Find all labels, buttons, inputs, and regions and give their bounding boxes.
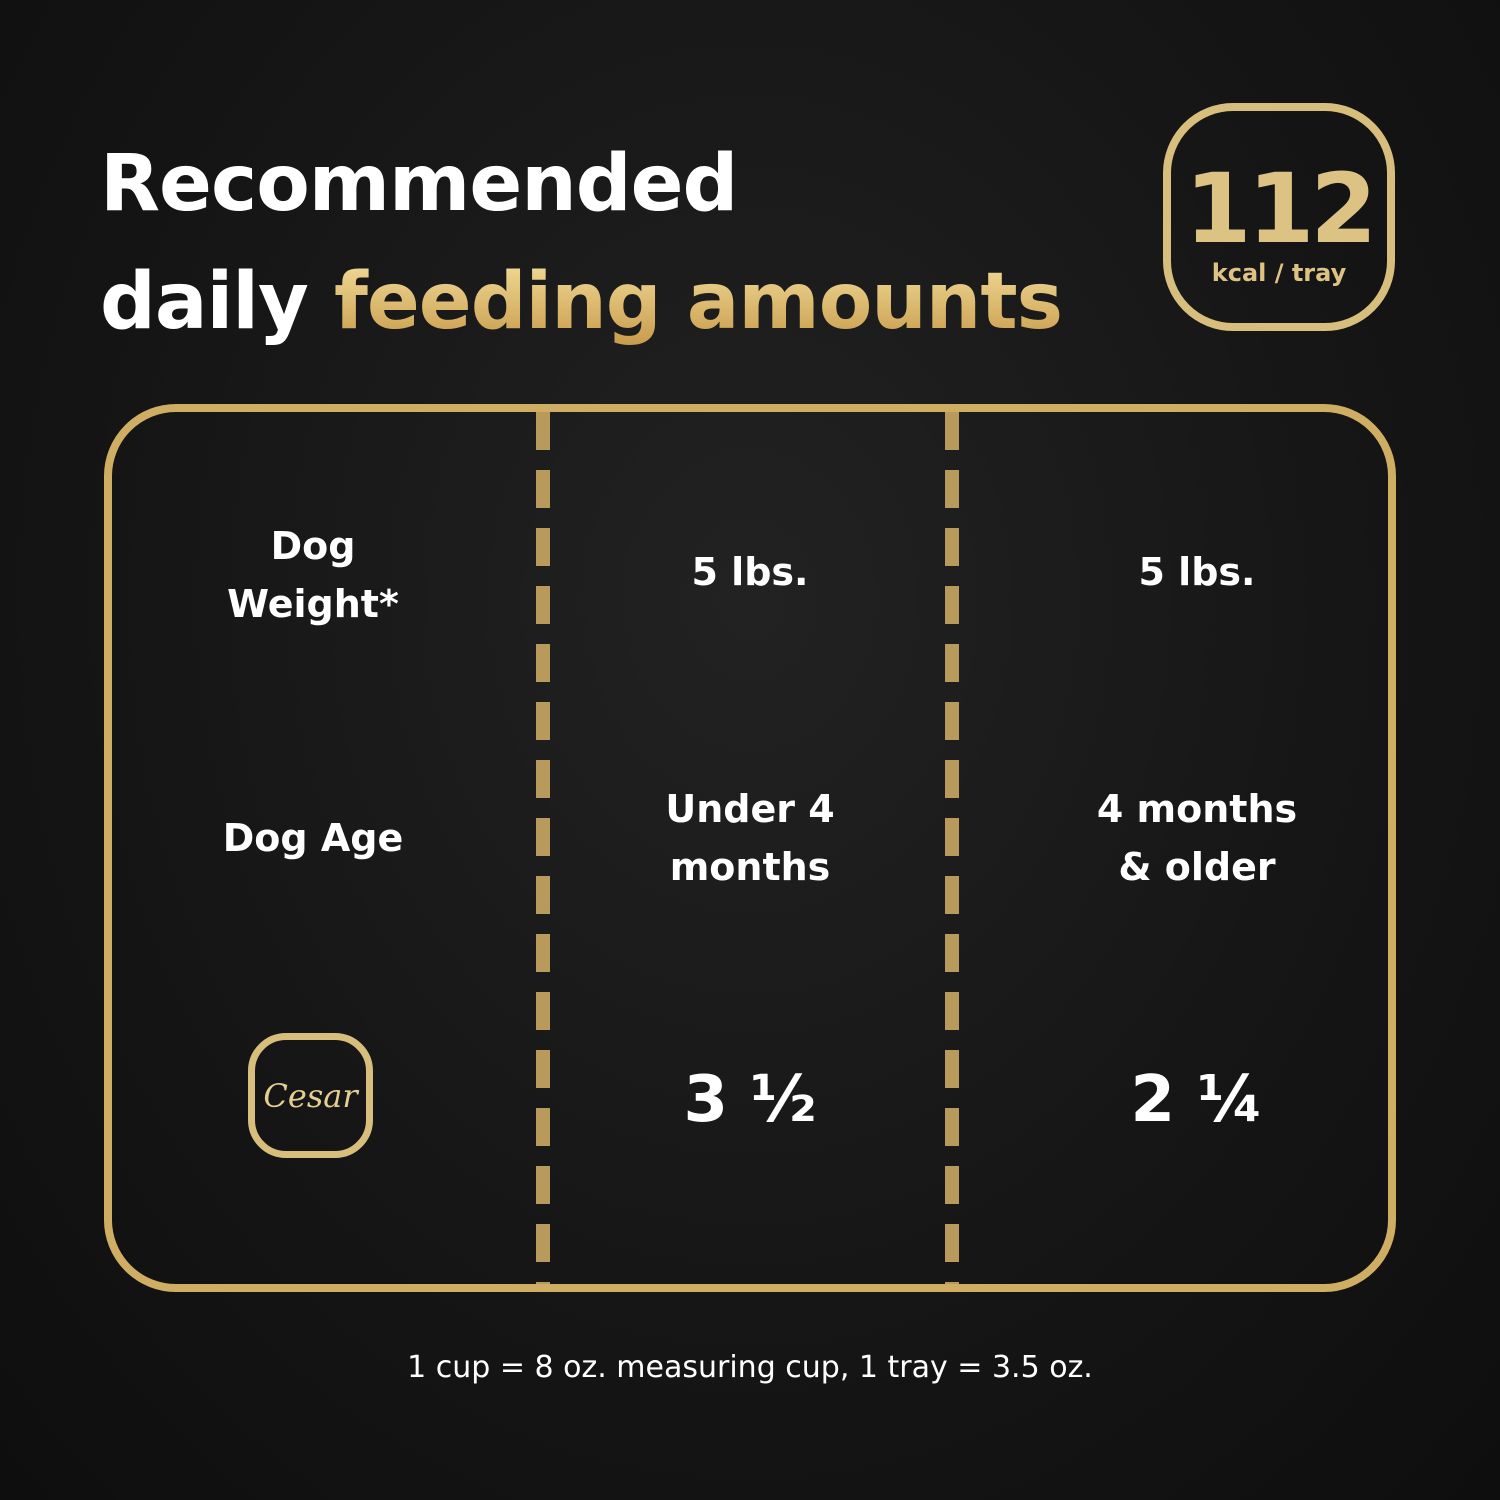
calorie-value: 112: [1184, 153, 1377, 265]
page-title: Recommended daily feeding amounts: [100, 125, 1063, 361]
cesar-tray-logo: Cesar: [248, 1033, 373, 1158]
cell-age-1: Under 4 months: [665, 787, 835, 889]
row-label-weight: Dog Weight*: [227, 524, 399, 626]
cell-trays-1: 3 ½: [683, 1063, 817, 1137]
row-label-age: Dog Age: [222, 816, 404, 860]
cell-weight-1: 5 lbs.: [691, 550, 809, 594]
cell-trays-2: 2 ¼: [1130, 1063, 1264, 1137]
feeding-table: [104, 404, 1396, 1292]
title-highlight: feeding amounts: [333, 257, 1063, 347]
footnote: 1 cup = 8 oz. measuring cup, 1 tray = 3.…: [407, 1350, 1093, 1385]
cell-weight-2: 5 lbs.: [1138, 550, 1256, 594]
cell-age-2: 4 months & older: [1096, 787, 1298, 889]
column-divider: [536, 412, 550, 1284]
column-divider: [945, 412, 959, 1284]
calorie-unit: kcal / tray: [1211, 259, 1347, 287]
title-line-2: daily feeding amounts: [100, 257, 1063, 347]
title-line-1: Recommended: [100, 139, 738, 229]
calorie-badge: 112 kcal / tray: [1163, 103, 1395, 331]
